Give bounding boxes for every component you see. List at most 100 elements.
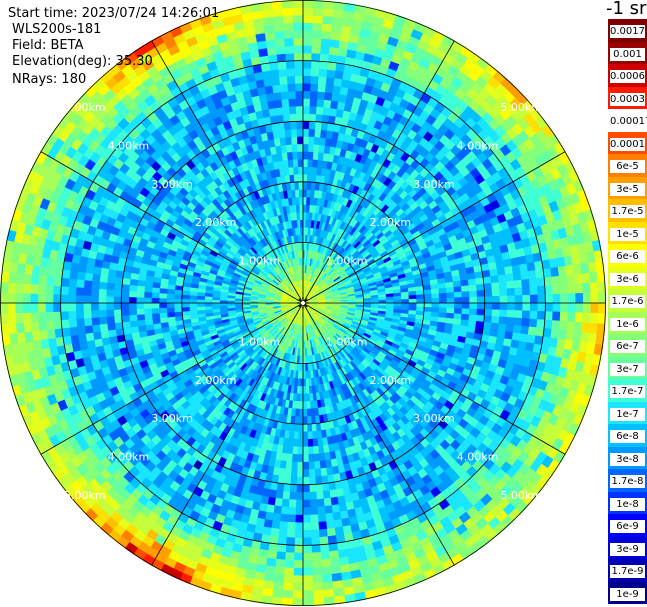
ppi-cell bbox=[307, 166, 313, 175]
ppi-cell bbox=[312, 438, 319, 447]
ppi-cell bbox=[105, 289, 115, 297]
ppi-cell bbox=[312, 445, 320, 455]
ppi-cell bbox=[446, 302, 455, 309]
ppi-cell bbox=[299, 204, 304, 213]
ppi-cell bbox=[302, 105, 311, 114]
ppi-cell bbox=[158, 302, 167, 309]
ppi-cell bbox=[468, 290, 478, 298]
ppi-cell bbox=[295, 98, 304, 107]
ppi-cell bbox=[136, 296, 145, 304]
ppi-cell bbox=[181, 302, 190, 308]
ppi-cell bbox=[506, 317, 515, 326]
ppi-cell bbox=[174, 306, 183, 313]
ppi-cell bbox=[98, 281, 108, 290]
ppi-cell bbox=[446, 307, 455, 314]
ppi-cell bbox=[475, 277, 485, 286]
ppi-cell bbox=[282, 159, 289, 169]
ppi-cell bbox=[284, 128, 292, 138]
ppi-cell bbox=[151, 292, 160, 299]
ppi-cell bbox=[454, 302, 463, 309]
ppi-cell bbox=[128, 308, 138, 316]
ppi-cell bbox=[431, 307, 440, 313]
ppi-cell bbox=[298, 189, 304, 198]
ppi-cell bbox=[386, 302, 395, 307]
ppi-cell bbox=[287, 438, 294, 447]
ppi-cell bbox=[299, 219, 304, 228]
ppi-cell bbox=[121, 314, 130, 323]
ppi-cell bbox=[306, 423, 313, 432]
ppi-cell bbox=[446, 292, 455, 299]
ppi-cell bbox=[445, 286, 455, 294]
ppi-cell bbox=[497, 274, 507, 283]
ppi-cell bbox=[299, 196, 304, 205]
ppi-cell bbox=[431, 293, 440, 299]
ppi-cell bbox=[121, 290, 130, 298]
ppi-cell bbox=[128, 302, 137, 310]
ppi-cell bbox=[302, 98, 311, 107]
ppi-cell bbox=[302, 408, 308, 417]
ppi-cell bbox=[309, 98, 318, 107]
ppi-cell bbox=[466, 272, 476, 281]
ppi-cell bbox=[166, 311, 176, 318]
ppi-cell bbox=[291, 143, 298, 153]
ppi-cell bbox=[296, 128, 304, 137]
ppi-cell bbox=[416, 298, 425, 304]
ppi-cell bbox=[281, 498, 290, 508]
ppi-cell bbox=[151, 297, 160, 304]
ppi-cell bbox=[106, 282, 115, 291]
ppi-cell bbox=[492, 302, 501, 311]
ppi-cell bbox=[204, 302, 213, 307]
ppi-cell bbox=[310, 408, 316, 417]
ppi-cell bbox=[115, 328, 125, 337]
ppi-cell bbox=[306, 416, 312, 425]
ppi-cell bbox=[408, 294, 417, 300]
ppi-cell bbox=[437, 282, 447, 289]
ppi-cell bbox=[469, 296, 478, 304]
ppi-cell bbox=[319, 460, 327, 469]
ppi-cell bbox=[295, 499, 304, 508]
ppi-cell bbox=[431, 302, 440, 309]
ppi-cell bbox=[289, 105, 297, 115]
ppi-cell bbox=[128, 290, 138, 298]
ppi-cell bbox=[453, 308, 463, 315]
ppi-cell bbox=[302, 151, 309, 160]
ppi-cell bbox=[181, 306, 190, 312]
ppi-cell bbox=[269, 115, 278, 125]
ppi-cell bbox=[143, 308, 153, 315]
ppi-cell bbox=[274, 99, 283, 109]
ppi-cell bbox=[476, 308, 485, 316]
ppi-cell bbox=[91, 280, 100, 289]
ppi-cell bbox=[227, 305, 236, 309]
ppi-cell bbox=[297, 143, 304, 152]
ppi-cell bbox=[321, 482, 330, 492]
ppi-cell bbox=[298, 173, 304, 183]
ppi-cell bbox=[476, 283, 485, 292]
ppi-cell bbox=[272, 130, 281, 140]
ppi-cell bbox=[297, 439, 304, 448]
ppi-cell bbox=[296, 484, 304, 493]
ppi-cell bbox=[128, 296, 137, 304]
ppi-cell bbox=[318, 452, 326, 462]
ppi-cell bbox=[196, 306, 206, 311]
ppi-cell bbox=[306, 189, 312, 198]
ppi-cell bbox=[299, 211, 304, 220]
ppi-cell bbox=[306, 174, 313, 183]
ppi-cell bbox=[267, 100, 276, 110]
ppi-cell bbox=[297, 431, 304, 440]
ppi-cell bbox=[306, 408, 312, 417]
ppi-cell bbox=[302, 469, 310, 478]
ppi-cell bbox=[461, 296, 470, 304]
ppi-cell bbox=[496, 267, 506, 276]
ppi-cell bbox=[282, 113, 291, 123]
ppi-cell bbox=[296, 136, 304, 145]
ppi-cell bbox=[317, 437, 324, 447]
ppi-cell bbox=[136, 302, 145, 310]
ppi-cell bbox=[277, 121, 286, 131]
ppi-cell bbox=[308, 461, 315, 470]
ppi-cell bbox=[302, 158, 309, 167]
ppi-cell bbox=[315, 106, 324, 115]
ppi-cell bbox=[290, 189, 296, 198]
ppi-cell bbox=[285, 460, 293, 470]
ppi-cell bbox=[423, 298, 433, 304]
ppi-cell bbox=[308, 453, 315, 463]
